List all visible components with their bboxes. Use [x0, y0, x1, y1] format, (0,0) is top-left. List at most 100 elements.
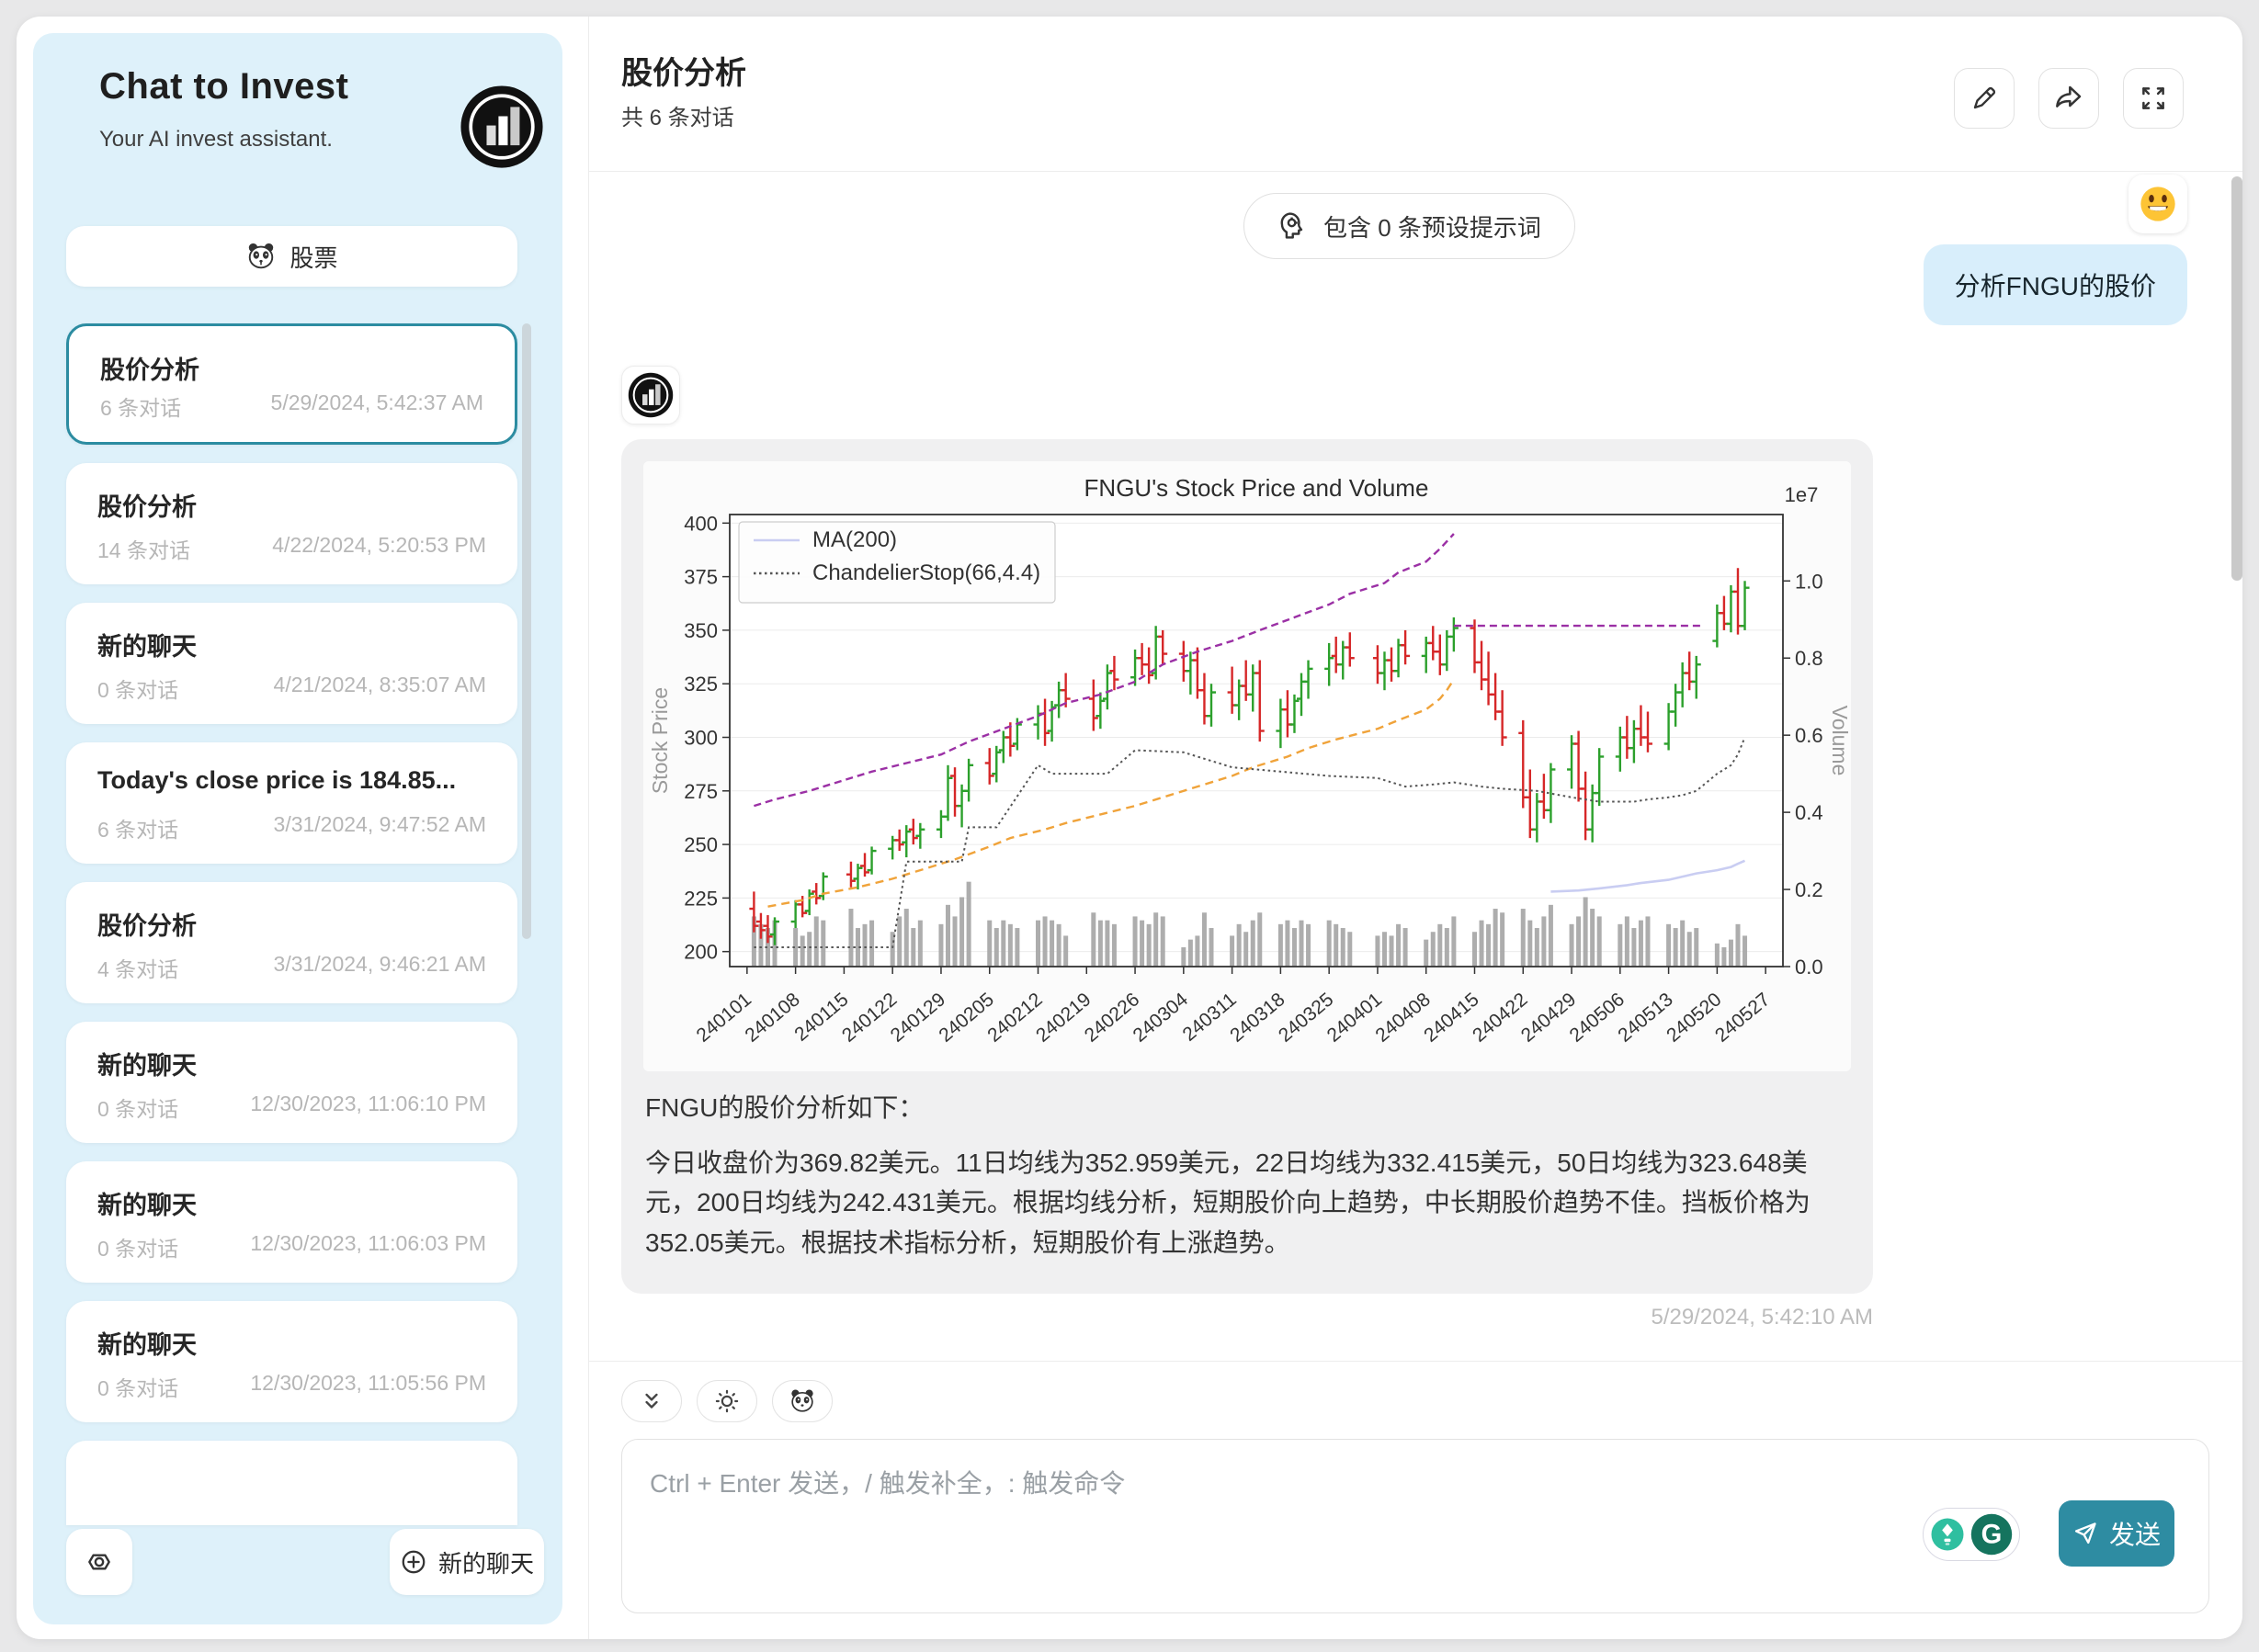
svg-text:375: 375 — [684, 566, 718, 589]
app-subtitle: Your AI invest assistant. — [99, 127, 333, 152]
chat-item-count: 14 条对话 — [97, 538, 190, 562]
svg-text:ChandelierStop(66,4.4): ChandelierStop(66,4.4) — [812, 560, 1040, 585]
preset-pill-label: 包含 0 条预设提示词 — [1323, 213, 1541, 242]
chat-list: 股价分析 6 条对话 5/29/2024, 5:42:37 AM 股价分析 14… — [66, 323, 517, 1441]
panel-divider — [588, 17, 589, 1639]
assistant-timestamp: 5/29/2024, 5:42:10 AM — [1651, 1305, 1873, 1330]
chat-item-time: 4/22/2024, 5:20:53 PM — [272, 533, 486, 557]
svg-text:250: 250 — [684, 833, 718, 856]
chat-item-time: 4/21/2024, 8:35:07 AM — [273, 673, 486, 696]
chat-scrollbar[interactable] — [2231, 176, 2242, 581]
chat-item-count: 6 条对话 — [100, 396, 182, 420]
svg-text:300: 300 — [684, 727, 718, 750]
chat-item-time: 3/31/2024, 9:47:52 AM — [273, 812, 486, 836]
svg-text:MA(200): MA(200) — [812, 527, 897, 552]
send-button[interactable]: 发送 — [2059, 1500, 2174, 1567]
chat-item[interactable]: 新的聊天 0 条对话 12/30/2023, 11:06:10 PM — [66, 1022, 517, 1143]
head-brain-icon — [1280, 212, 1303, 239]
paper-plane-icon — [2074, 1522, 2096, 1545]
chat-item[interactable]: 新的聊天 0 条对话 12/30/2023, 11:05:56 PM — [66, 1301, 517, 1422]
svg-text:350: 350 — [684, 619, 718, 642]
preset-prompt-pill[interactable]: 包含 0 条预设提示词 — [1243, 193, 1575, 259]
chat-item-title: 股价分析 — [97, 912, 197, 940]
chat-item[interactable]: Today's close price is 184.85... 6 条对话 3… — [66, 742, 517, 864]
chat-item-title: 股价分析 — [100, 356, 199, 384]
brand-logo-icon — [460, 85, 543, 168]
svg-text:0.4: 0.4 — [1795, 801, 1823, 824]
chat-item[interactable]: 新的聊天 0 条对话 4/21/2024, 8:35:07 AM — [66, 603, 517, 724]
chat-item-title: Today's close price is 184.85... — [97, 766, 457, 794]
collapse-button[interactable] — [621, 1380, 682, 1422]
assistant-avatar — [621, 366, 680, 424]
smiley-emoji-icon — [2140, 187, 2175, 221]
settings-button[interactable] — [66, 1529, 132, 1595]
sidebar: Chat to Invest Your AI invest assistant.… — [33, 33, 562, 1624]
expand-icon — [2142, 87, 2164, 109]
app-title: Chat to Invest — [99, 66, 349, 107]
chat-item-time: 5/29/2024, 5:42:37 AM — [270, 390, 483, 414]
svg-text:400: 400 — [684, 512, 718, 535]
assistant-body-text: 今日收盘价为369.82美元。11日均线为352.959美元，22日均线为332… — [645, 1148, 1811, 1257]
fullscreen-button[interactable] — [2123, 68, 2184, 129]
panda-icon — [249, 243, 274, 269]
stock-chart-card: 200 225 250 275 300 325 350 375 400 0.0 0.2 0.4 0.6 0… — [643, 461, 1851, 1071]
grammarly-g-icon: G — [1970, 1513, 2013, 1556]
chat-item-count: 0 条对话 — [97, 678, 179, 702]
brand-logo-icon — [628, 372, 674, 418]
svg-text:275: 275 — [684, 780, 718, 803]
gear-icon — [88, 1554, 110, 1570]
chat-item-title: 新的聊天 — [97, 1331, 197, 1359]
theme-button[interactable] — [697, 1380, 757, 1422]
send-label: 发送 — [2108, 1521, 2161, 1549]
chat-item-title: 股价分析 — [97, 493, 197, 521]
assistant-message-bubble: 200 225 250 275 300 325 350 375 400 0.0 0.2 0.4 0.6 0… — [621, 439, 1873, 1294]
svg-text:FNGU's Stock Price and Volume: FNGU's Stock Price and Volume — [1084, 474, 1429, 502]
stock-chart: 200 225 250 275 300 325 350 375 400 0.0 0.2 0.4 0.6 0… — [643, 461, 1851, 1071]
stock-button[interactable]: 股票 — [66, 226, 517, 287]
stock-button-label: 股票 — [289, 243, 338, 272]
new-chat-label: 新的聊天 — [437, 1549, 534, 1578]
chat-item-time: 3/31/2024, 9:46:21 AM — [273, 952, 486, 976]
page-title: 股价分析 — [621, 56, 746, 91]
chat-item-count: 0 条对话 — [97, 1237, 179, 1261]
chat-item-time: 12/30/2023, 11:06:10 PM — [250, 1092, 486, 1115]
chat-item-time: 12/30/2023, 11:06:03 PM — [250, 1231, 486, 1255]
svg-text:0.6: 0.6 — [1795, 724, 1823, 747]
chat-item[interactable]: 股价分析 6 条对话 5/29/2024, 5:42:37 AM — [66, 323, 517, 445]
edit-title-button[interactable] — [1954, 68, 2015, 129]
sidebar-scrollbar[interactable] — [522, 323, 531, 939]
double-chevron-down-icon — [645, 1393, 658, 1409]
plus-circle-icon — [402, 1550, 426, 1574]
svg-text:225: 225 — [684, 887, 718, 910]
composer-divider — [589, 1361, 2242, 1362]
assistant-intro-text: FNGU的股价分析如下： — [645, 1093, 925, 1122]
chat-item-partial[interactable] — [66, 1441, 517, 1525]
svg-text:200: 200 — [684, 941, 718, 964]
sun-icon — [715, 1389, 739, 1413]
share-arrow-icon — [2056, 85, 2082, 107]
svg-text:G: G — [1981, 1521, 2003, 1550]
svg-text:1.0: 1.0 — [1795, 570, 1823, 593]
chat-item[interactable]: 股价分析 4 条对话 3/31/2024, 9:46:21 AM — [66, 882, 517, 1003]
new-chat-button[interactable]: 新的聊天 — [390, 1529, 544, 1595]
svg-text:0.8: 0.8 — [1795, 647, 1823, 670]
svg-text:325: 325 — [684, 673, 718, 696]
svg-text:Volume: Volume — [1828, 706, 1851, 776]
share-button[interactable] — [2038, 68, 2099, 129]
chat-item-time: 12/30/2023, 11:05:56 PM — [250, 1371, 486, 1395]
lightbulb-icon — [1931, 1518, 1964, 1551]
header-divider — [589, 171, 2242, 172]
panda-icon — [791, 1389, 813, 1412]
grammarly-widget[interactable]: G — [1923, 1508, 2020, 1561]
chat-item-title: 新的聊天 — [97, 1192, 197, 1219]
svg-text:Stock Price: Stock Price — [648, 687, 672, 794]
user-message-bubble: 分析FNGU的股价 — [1923, 244, 2187, 325]
chat-item-count: 0 条对话 — [97, 1097, 179, 1121]
panda-mode-button[interactable] — [772, 1380, 833, 1422]
chat-item[interactable]: 股价分析 14 条对话 4/22/2024, 5:20:53 PM — [66, 463, 517, 584]
chat-item[interactable]: 新的聊天 0 条对话 12/30/2023, 11:06:03 PM — [66, 1161, 517, 1283]
chat-item-count: 0 条对话 — [97, 1376, 179, 1400]
chat-item-title: 新的聊天 — [97, 633, 197, 661]
chat-item-count: 4 条对话 — [97, 957, 179, 981]
chat-item-count: 6 条对话 — [97, 818, 179, 842]
